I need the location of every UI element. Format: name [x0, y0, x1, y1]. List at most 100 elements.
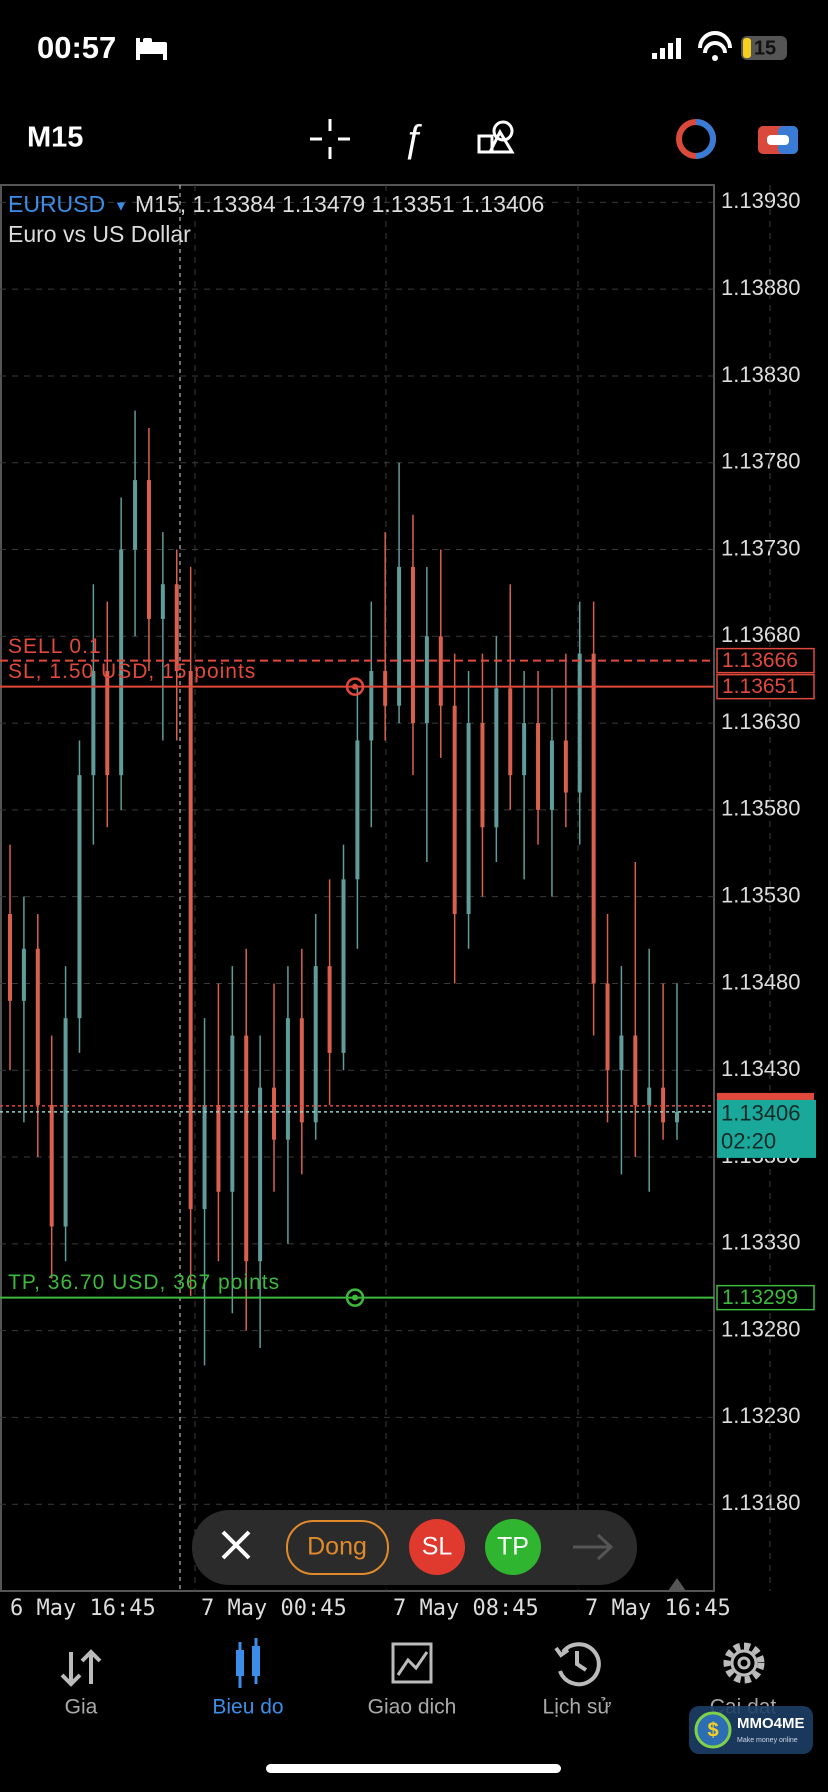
- y-tick-label: 1.13880: [721, 275, 801, 300]
- candle-body: [160, 584, 165, 619]
- x-tick-label: 7 May 08:45: [393, 1596, 539, 1621]
- watermark-name: MMO4ME: [737, 1715, 805, 1732]
- symbol-info: M15, 1.13384 1.13479 1.13351 1.13406: [135, 191, 544, 217]
- x-tick-label: 7 May 00:45: [201, 1596, 347, 1621]
- candle-body: [466, 723, 471, 915]
- y-tick-label: 1.13180: [721, 1490, 801, 1515]
- symbol-dropdown[interactable]: ▼: [114, 198, 128, 214]
- symbol[interactable]: EURUSD: [8, 191, 105, 217]
- candle-body: [8, 914, 12, 1001]
- candle-body: [647, 1087, 652, 1105]
- scroll-marker: [668, 1578, 686, 1591]
- chart-overlay: 1.13666 1.13651 1.13299 SELL 0.1SL, 1.50 US…: [0, 635, 816, 1311]
- battery-level: [743, 38, 751, 58]
- bid-price-label: 1.13406: [721, 1101, 801, 1126]
- candle-body: [508, 688, 513, 776]
- candle-body: [77, 775, 82, 1019]
- symbol-description: Euro vs US Dollar: [8, 221, 191, 247]
- candle-body: [35, 948, 40, 1105]
- indicators-button[interactable]: ƒ: [402, 118, 423, 161]
- close-order-button[interactable]: [221, 1530, 251, 1560]
- objects-button[interactable]: [477, 120, 515, 154]
- sl-price-label: 1.13651: [722, 675, 798, 698]
- sell-label: SELL 0.1: [8, 635, 102, 658]
- candle-body: [549, 740, 554, 810]
- candle-body: [410, 566, 415, 724]
- next-arrow[interactable]: [573, 1533, 614, 1561]
- trade-button[interactable]: [676, 119, 716, 159]
- nav-icon-trade: [391, 1642, 433, 1684]
- candle-body: [313, 966, 318, 1123]
- dong-label[interactable]: Dong: [307, 1533, 367, 1561]
- y-tick-label: 1.13280: [721, 1316, 801, 1341]
- y-tick-label: 1.13830: [721, 362, 801, 387]
- signal-icon: [652, 38, 681, 59]
- y-tick-label: 1.13780: [721, 449, 801, 474]
- candle-body: [633, 1035, 638, 1105]
- candle-body: [188, 671, 193, 1210]
- candle-body: [216, 1104, 221, 1192]
- candle-body: [494, 688, 499, 828]
- candle-body: [146, 480, 151, 619]
- nav-label[interactable]: Gia: [65, 1696, 98, 1719]
- chart-header: EURUSD ▼ M15, 1.13384 1.13479 1.13351 1.…: [8, 191, 544, 247]
- y-tick-label: 1.13430: [721, 1056, 801, 1081]
- candle-body: [591, 653, 596, 984]
- candle-body: [244, 1035, 249, 1262]
- tp-button[interactable]: [485, 1519, 541, 1575]
- sl-price-box: [716, 673, 815, 700]
- sl-label[interactable]: SL: [422, 1533, 453, 1561]
- candle-body: [675, 1111, 679, 1123]
- y-tick-label: 1.13630: [721, 709, 801, 734]
- y-tick-label: 1.13930: [721, 188, 801, 213]
- nav-label[interactable]: Giao dich: [368, 1696, 457, 1719]
- candle-body: [661, 1087, 666, 1123]
- y-tick-label: 1.13330: [721, 1230, 801, 1255]
- watermark-logo-sign: $: [707, 1719, 718, 1741]
- candle-body: [619, 1035, 624, 1071]
- candle-body: [174, 584, 179, 672]
- tp-price-label: 1.13299: [722, 1286, 798, 1309]
- candle-body: [397, 566, 402, 706]
- y-tick-label: 1.13580: [721, 796, 801, 821]
- y-tick-label: 1.13680: [721, 622, 801, 647]
- battery-body: [741, 36, 787, 60]
- bid-box: [717, 1099, 816, 1158]
- candle-body: [327, 966, 332, 1053]
- candle-body: [21, 948, 26, 1001]
- y-tick-label: 1.13530: [721, 882, 801, 907]
- x-tick-label: 6 May 16:45: [10, 1596, 156, 1621]
- sl-button[interactable]: [409, 1519, 465, 1575]
- bottom-nav: [60, 1638, 765, 1688]
- candle-body: [369, 671, 374, 741]
- tp-label[interactable]: TP: [497, 1533, 529, 1561]
- nav-icon-chart: [236, 1638, 260, 1688]
- candle-body: [438, 636, 443, 706]
- nav-label[interactable]: Bieu do: [212, 1696, 283, 1719]
- watermark-logo: [694, 1711, 732, 1749]
- candle-body: [105, 671, 110, 776]
- nav-icon-settings: [723, 1642, 765, 1684]
- account-button[interactable]: [758, 126, 798, 154]
- home-indicator: [266, 1764, 561, 1773]
- candle-body: [299, 1018, 304, 1123]
- tp-handle[interactable]: [345, 1288, 365, 1307]
- candle-body: [49, 1104, 54, 1227]
- nav-label[interactable]: Lịch sử: [543, 1696, 612, 1719]
- crosshair-button[interactable]: [310, 119, 350, 159]
- y-tick-label: 1.13730: [721, 535, 801, 560]
- y-tick-label: 1.13480: [721, 969, 801, 994]
- sell-price-label: 1.13666: [722, 649, 798, 672]
- candle-body: [424, 636, 429, 724]
- sl-handle[interactable]: [345, 677, 365, 696]
- timeframe-button[interactable]: M15: [27, 122, 83, 154]
- order-bar: Dong SL TP: [192, 1510, 637, 1585]
- tp-price-box: [716, 1284, 815, 1311]
- watermark-tagline: Make money online: [737, 1737, 798, 1744]
- candle-body: [452, 705, 457, 915]
- candle-body: [341, 879, 346, 1053]
- dong-button[interactable]: [286, 1520, 389, 1575]
- candle-body: [230, 1035, 235, 1192]
- candle-body: [285, 1018, 290, 1140]
